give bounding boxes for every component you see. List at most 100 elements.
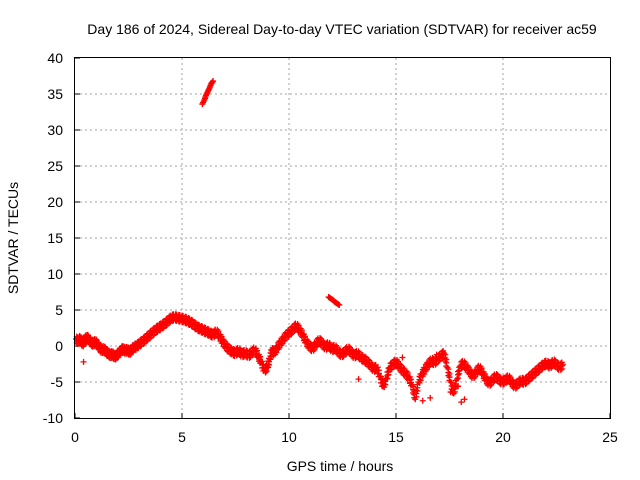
data-point-main bbox=[446, 370, 453, 377]
data-point-main bbox=[339, 354, 346, 361]
data-point-main bbox=[262, 369, 269, 376]
data-point-main bbox=[166, 320, 173, 327]
data-point-main bbox=[218, 333, 225, 340]
data-point-main bbox=[374, 364, 381, 371]
data-point-main bbox=[516, 382, 523, 389]
data-point-main bbox=[551, 356, 558, 363]
data-point-main bbox=[302, 333, 309, 340]
data-point-scattered bbox=[427, 394, 434, 401]
data-point-main bbox=[496, 373, 503, 380]
data-point-main bbox=[414, 388, 421, 394]
data-point-main bbox=[387, 366, 394, 373]
data-point-main bbox=[385, 371, 392, 378]
x-tick-label: 0 bbox=[71, 429, 79, 445]
data-point-main bbox=[538, 366, 545, 373]
data-point-main bbox=[284, 334, 291, 340]
y-axis-label: SDTVAR / TECUs bbox=[5, 182, 21, 294]
data-point-main bbox=[162, 322, 169, 329]
data-point-main bbox=[295, 322, 302, 329]
data-point-main bbox=[493, 370, 500, 377]
data-point-main bbox=[150, 332, 157, 339]
data-point-main bbox=[478, 365, 485, 372]
data-point-main bbox=[375, 367, 382, 374]
data-point-main bbox=[140, 340, 147, 347]
data-point-scattered bbox=[433, 351, 440, 358]
data-point-main bbox=[417, 377, 424, 384]
y-tick-label: 5 bbox=[55, 302, 63, 318]
data-point-main bbox=[481, 370, 488, 377]
data-point-main bbox=[532, 372, 539, 379]
data-point-main bbox=[487, 382, 494, 389]
data-point-main bbox=[227, 344, 234, 351]
y-tick-label: 10 bbox=[47, 266, 63, 282]
data-point-main bbox=[215, 328, 222, 335]
data-point-main bbox=[223, 340, 230, 347]
data-point-main bbox=[191, 319, 198, 326]
data-point-main bbox=[143, 338, 150, 345]
grid bbox=[75, 58, 610, 418]
x-axis-label: GPS time / hours bbox=[287, 458, 394, 474]
data-point-main bbox=[404, 370, 411, 376]
data-point-main bbox=[512, 385, 519, 392]
data-point-scattered bbox=[455, 383, 462, 390]
y-tick-label: 35 bbox=[47, 86, 63, 102]
data-point-main bbox=[298, 327, 305, 334]
data-point-main bbox=[253, 347, 260, 354]
data-point-main bbox=[420, 371, 427, 378]
data-point-scattered bbox=[80, 358, 87, 365]
data-point-main bbox=[263, 368, 270, 375]
data-point-outlier-mid bbox=[336, 301, 343, 308]
y-tick-label: -5 bbox=[51, 374, 64, 390]
data-point-main bbox=[382, 381, 389, 388]
x-tick-label: 5 bbox=[178, 429, 186, 445]
data-point-main bbox=[246, 354, 253, 361]
data-point-main bbox=[266, 361, 273, 368]
data-point-main bbox=[317, 334, 324, 341]
data-point-main bbox=[146, 335, 153, 342]
data-point-main bbox=[156, 327, 163, 334]
data-point-main bbox=[410, 383, 417, 390]
x-tick-label: 25 bbox=[602, 429, 618, 445]
data-point-main bbox=[455, 375, 462, 382]
data-point-main bbox=[259, 358, 266, 365]
data-point-main bbox=[159, 325, 166, 332]
y-tick-label: 30 bbox=[47, 122, 63, 138]
data-point-main bbox=[558, 365, 565, 372]
y-tick-label: -10 bbox=[43, 410, 63, 426]
data-point-main bbox=[273, 349, 280, 356]
data-point-main bbox=[413, 393, 420, 400]
data-point-main bbox=[384, 375, 391, 382]
data-point-main bbox=[456, 370, 463, 377]
data-point-scattered bbox=[419, 397, 426, 404]
data-point-scattered bbox=[399, 354, 406, 361]
x-tick-label: 20 bbox=[495, 429, 511, 445]
data-point-main bbox=[557, 366, 564, 373]
tick-labels: 0 5 10 15 20 25 -10 -5 0 5 10 15 20 25 30 35 40 bbox=[43, 50, 618, 445]
data-point-main bbox=[400, 365, 407, 372]
data-point-main bbox=[445, 366, 452, 373]
y-tick-label: 40 bbox=[47, 50, 63, 66]
y-tick-label: 20 bbox=[47, 194, 63, 210]
data-point-main bbox=[522, 381, 529, 388]
data-point-main bbox=[378, 373, 385, 380]
data-point-main bbox=[435, 358, 442, 365]
x-tick-label: 10 bbox=[281, 429, 297, 445]
data-point-scattered bbox=[355, 376, 362, 383]
data-point-main bbox=[288, 331, 295, 338]
data-point-scattered bbox=[461, 396, 468, 403]
data-point-main bbox=[257, 353, 264, 360]
x-tick-label: 15 bbox=[388, 429, 404, 445]
data-point-main bbox=[443, 356, 450, 363]
data-point-outlier-high bbox=[210, 78, 217, 85]
data-point-main bbox=[137, 343, 144, 350]
y-tick-label: 0 bbox=[55, 338, 63, 354]
data-point-main bbox=[407, 376, 414, 383]
data-point-main bbox=[345, 343, 352, 350]
chart-title: Day 186 of 2024, Sidereal Day-to-day VTE… bbox=[87, 21, 597, 37]
plot-frame bbox=[74, 57, 611, 419]
data-point-main bbox=[559, 361, 566, 368]
data-point-main bbox=[442, 351, 449, 358]
data-point-main bbox=[365, 356, 372, 363]
y-tick-label: 25 bbox=[47, 158, 63, 174]
